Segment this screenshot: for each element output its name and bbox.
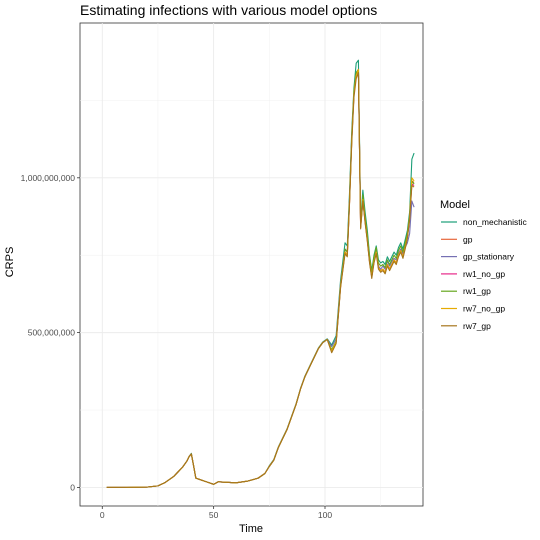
series-layer bbox=[106, 59, 415, 488]
x-axis: 0 50 100 bbox=[100, 506, 332, 520]
plot-panel bbox=[79, 22, 424, 507]
x-axis-title: Time bbox=[239, 523, 263, 535]
x-tick-label: 50 bbox=[209, 510, 219, 520]
y-tick-label: 0 bbox=[70, 482, 75, 492]
grid-major bbox=[80, 23, 423, 506]
y-axis-title: CRPS bbox=[4, 247, 16, 278]
grid-minor bbox=[80, 23, 423, 506]
y-tick-label: 500,000,000 bbox=[28, 328, 76, 338]
y-axis: 0 500,000,000 1,000,000,000 bbox=[21, 173, 80, 492]
legend-label-rw7-gp: rw7_gp bbox=[463, 321, 491, 331]
chart-title: Estimating infections with various model… bbox=[80, 2, 377, 18]
legend-label-non-mechanistic: non_mechanistic bbox=[463, 217, 528, 227]
legend-label-gp-stationary: gp_stationary bbox=[463, 252, 515, 262]
legend-label-rw1-no-gp: rw1_no_gp bbox=[463, 269, 505, 279]
legend-label-rw7-no-gp: rw7_no_gp bbox=[463, 304, 505, 314]
legend-title: Model bbox=[440, 199, 470, 211]
legend-label-rw1-gp: rw1_gp bbox=[463, 286, 491, 296]
legend-label-gp: gp bbox=[463, 234, 473, 244]
series-line-rw7-gp bbox=[106, 71, 415, 488]
y-tick-label: 1,000,000,000 bbox=[21, 173, 76, 183]
x-tick-label: 100 bbox=[318, 510, 332, 520]
x-tick-label: 0 bbox=[100, 510, 105, 520]
